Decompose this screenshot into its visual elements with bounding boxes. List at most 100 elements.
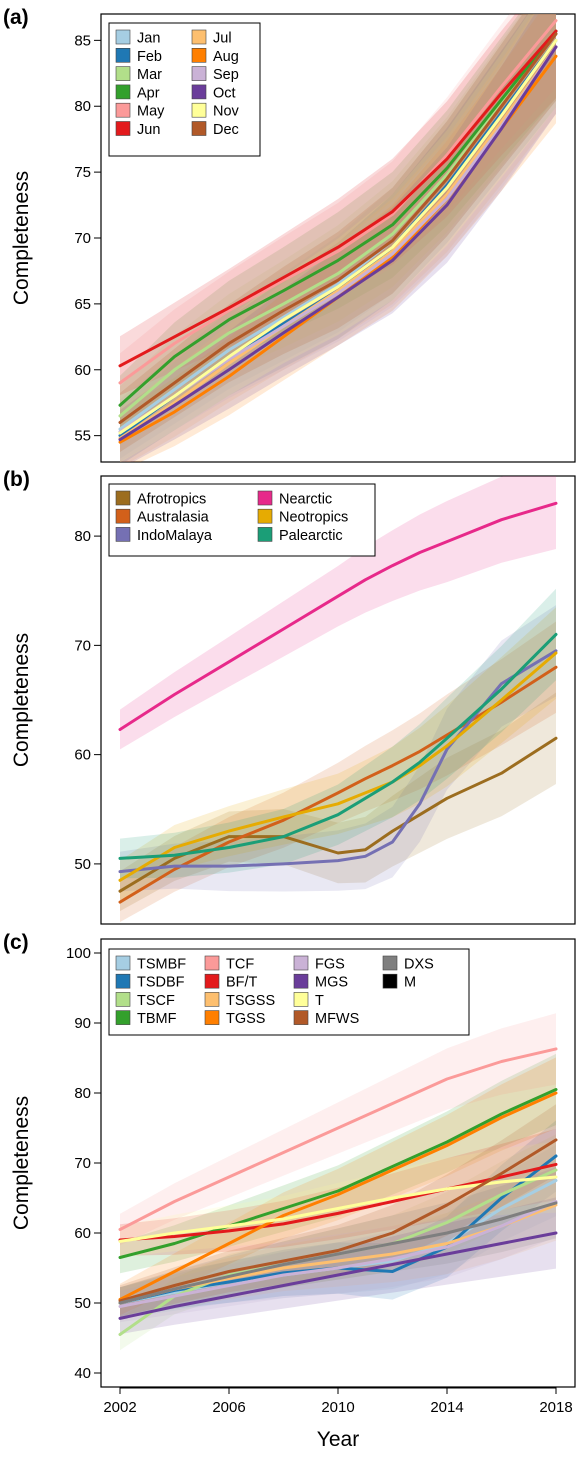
legend-swatch xyxy=(191,66,207,81)
confidence-band xyxy=(120,1134,556,1351)
series-line-palearctic xyxy=(118,632,558,860)
plot-area xyxy=(118,476,558,922)
y-axis-label: Completeness xyxy=(10,171,33,305)
panel-a: 55 60 65 70 75 80 85 Completeness (a) Jan Feb Mar Ap… xyxy=(3,6,576,463)
confidence-band xyxy=(120,588,556,879)
y-tick-label: 70 xyxy=(74,637,91,654)
plot-area xyxy=(118,14,558,462)
series-line-tcf xyxy=(118,1047,558,1231)
legend-swatch xyxy=(115,992,131,1007)
panel-c: 40 50 60 70 80 90 100 Completeness (c) TSMBF TSDBF… xyxy=(3,931,576,1388)
legend-swatch xyxy=(382,973,398,989)
legend: Jan Feb Mar Apr May Jun Jul Aug Sep Oct Nov Dec xyxy=(108,22,261,157)
legend: TSMBF TSDBF TSCF TBMF TCF BF/T TSGSS TGSS FGS MGS… xyxy=(108,948,470,1036)
legend-swatch xyxy=(115,29,131,45)
legend-label: TCF xyxy=(226,957,254,973)
series-line-tgss xyxy=(118,1091,558,1301)
confidence-band xyxy=(120,476,556,750)
legend-swatch xyxy=(293,973,309,989)
legend-label: IndoMalaya xyxy=(137,528,213,544)
legend-swatch xyxy=(257,508,273,524)
legend-label: Feb xyxy=(137,49,162,65)
confidence-band xyxy=(120,14,556,413)
legend: Afrotropics Australasia IndoMalaya Nearctic… xyxy=(108,483,376,557)
legend-label: Nearctic xyxy=(279,492,332,508)
legend-label: Australasia xyxy=(137,510,210,526)
y-tick-label: 55 xyxy=(74,428,91,445)
legend-swatch xyxy=(115,973,131,989)
legend-swatch xyxy=(115,508,131,524)
y-tick-label: 60 xyxy=(74,1225,91,1242)
series-line-bf-t xyxy=(118,1162,558,1242)
confidence-band xyxy=(120,14,556,446)
series-line-jul xyxy=(118,45,558,440)
series-line-mgs xyxy=(118,1231,558,1320)
y-tick-label: 60 xyxy=(74,747,91,764)
series-line-indomalaya xyxy=(118,649,558,874)
legend-box xyxy=(108,483,376,557)
series-line-fgs xyxy=(118,1200,558,1308)
legend-swatch xyxy=(115,47,131,63)
legend-swatch xyxy=(293,992,309,1007)
legend-swatch xyxy=(204,1010,220,1025)
series-line-tbmf xyxy=(118,1088,558,1259)
legend-swatch xyxy=(115,121,131,136)
x-axis: 2002 2006 2010 2014 2018 Year xyxy=(103,1387,573,1451)
panel-label: (b) xyxy=(3,468,30,491)
series-line-apr xyxy=(118,29,558,407)
legend-swatch xyxy=(115,527,131,542)
y-tick-label: 40 xyxy=(74,1365,91,1382)
confidence-band xyxy=(120,1120,556,1319)
y-tick-label: 50 xyxy=(74,856,91,873)
confidence-band xyxy=(120,1053,556,1274)
legend-label: TBMF xyxy=(137,1011,177,1027)
series-line-afrotropics xyxy=(118,736,558,893)
confidence-band xyxy=(120,14,556,396)
legend-swatch xyxy=(382,955,398,971)
legend-swatch xyxy=(204,973,220,989)
x-tick-label: 2010 xyxy=(321,1399,354,1416)
y-tick-label: 75 xyxy=(74,164,91,181)
legend-box xyxy=(108,948,470,1036)
legend-swatch xyxy=(115,490,131,506)
plot-frame xyxy=(100,475,576,925)
legend-label: Jul xyxy=(213,31,232,47)
series-line-neotropics xyxy=(118,651,558,882)
legend-swatch xyxy=(191,102,207,118)
legend-swatch xyxy=(293,955,309,971)
legend-label: MGS xyxy=(315,975,348,991)
legend-label: Nov xyxy=(213,104,240,120)
legend-label: TSCF xyxy=(137,993,175,1009)
legend-label: MFWS xyxy=(315,1011,359,1027)
legend-swatch xyxy=(191,84,207,100)
series-line-mar xyxy=(118,32,558,418)
legend-label: Sep xyxy=(213,67,239,83)
legend-label: Afrotropics xyxy=(137,492,206,508)
y-tick-label: 80 xyxy=(74,528,91,545)
y-tick-label: 60 xyxy=(74,362,91,379)
y-tick-label: 90 xyxy=(74,1015,91,1032)
legend-label: May xyxy=(137,104,165,120)
confidence-band xyxy=(120,14,556,459)
x-axis-label: Year xyxy=(317,1428,359,1451)
y-tick-label: 100 xyxy=(66,945,91,962)
legend-label: M xyxy=(404,975,416,991)
panel-label: (a) xyxy=(3,6,29,29)
legend-swatch xyxy=(115,955,131,971)
legend-label: Neotropics xyxy=(279,510,348,526)
series-line-may xyxy=(118,19,558,385)
series-line-jun xyxy=(118,29,558,368)
plot-area xyxy=(118,1013,558,1351)
legend-label: Oct xyxy=(213,85,236,101)
confidence-band xyxy=(120,14,556,435)
y-tick-label: 80 xyxy=(74,1085,91,1102)
legend-swatch xyxy=(293,1010,309,1025)
series-line-oct xyxy=(118,45,558,442)
x-tick-label: 2018 xyxy=(539,1399,572,1416)
legend-label: Palearctic xyxy=(279,528,343,544)
legend-label: TSGSS xyxy=(226,993,275,1009)
confidence-band xyxy=(120,1104,556,1317)
legend-label: Aug xyxy=(213,49,239,65)
legend-label: Jun xyxy=(137,122,160,138)
